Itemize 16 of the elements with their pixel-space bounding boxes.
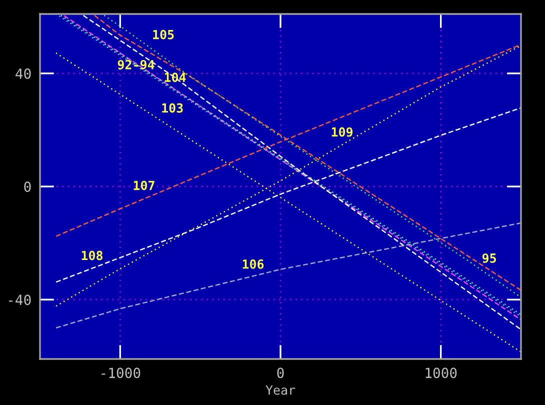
x-tick-label: 1000 bbox=[426, 368, 457, 378]
y-tick-label: 0 bbox=[24, 182, 31, 192]
annotation: 109 bbox=[332, 127, 353, 137]
annotation: 107 bbox=[134, 180, 154, 190]
annotation: 95 bbox=[482, 253, 496, 263]
annotation: 108 bbox=[82, 250, 102, 260]
x-tick-label: -1000 bbox=[102, 368, 140, 378]
annotation: 103 bbox=[162, 103, 183, 113]
line-series bbox=[55, 222, 521, 329]
annotation: 106 bbox=[242, 259, 264, 269]
annotation: 105 bbox=[153, 30, 174, 40]
x-tick-label: 0 bbox=[277, 368, 284, 378]
y-tick-label: 40 bbox=[16, 68, 31, 79]
y-tick-label: -40 bbox=[8, 294, 31, 306]
x-axis-title: Year bbox=[266, 385, 296, 395]
annotation: 104 bbox=[164, 72, 186, 82]
